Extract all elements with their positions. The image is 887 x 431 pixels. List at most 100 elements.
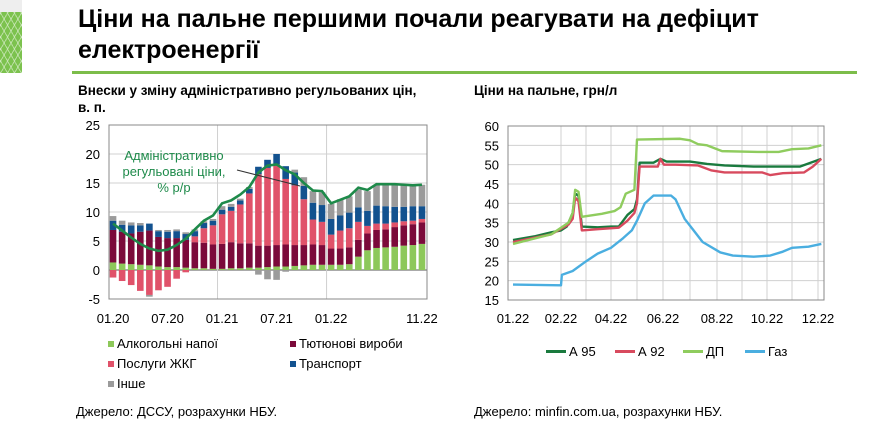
- bar-Послуги ЖКГ: [118, 270, 126, 282]
- bar-Алкогольні напої: [318, 264, 326, 270]
- bar-Інше: [236, 198, 244, 201]
- legend-swatch: [108, 360, 114, 367]
- bar-Алкогольні напої: [391, 246, 398, 270]
- right-line-chart: 15 20 25 30 35 40 45 50 55 60 01.22 02.22 04.22 06.22…: [485, 119, 835, 326]
- bar-Алкогольні напої: [345, 264, 353, 270]
- bar-Інше: [364, 191, 371, 211]
- plot-frame: [108, 124, 428, 300]
- bar-Алкогольні напої: [109, 262, 117, 270]
- bar-Алкогольні напої: [373, 247, 380, 270]
- bar-Транспорт: [218, 209, 226, 215]
- bar-Послуги ЖКГ: [236, 204, 244, 244]
- left-chart-subtitle: Внески у зміну адміністративно регульова…: [78, 82, 416, 116]
- bar-Алкогольні напої: [291, 265, 299, 270]
- bar-Алкогольні напої: [246, 267, 253, 270]
- bar-Послуги ЖКГ: [173, 270, 180, 279]
- left-subtitle-line2: в. п.: [78, 100, 106, 115]
- bar-Інше: [336, 199, 344, 216]
- legend-label: Тютюнові вироби: [299, 336, 403, 351]
- bar-Тютюнові вироби: [400, 225, 408, 246]
- bar-Тютюнові вироби: [164, 238, 171, 268]
- bar-Послуги ЖКГ: [137, 270, 144, 291]
- bar-Послуги ЖКГ: [218, 214, 226, 244]
- bar-Інше: [327, 203, 335, 219]
- bar-Транспорт: [209, 220, 217, 226]
- y-tick-label: 5: [93, 234, 100, 249]
- y-tick-label: 25: [86, 118, 100, 133]
- page-title: Ціни на пальне першими почали реагувати …: [78, 5, 759, 64]
- x-tick-label: 01.20: [97, 311, 130, 326]
- bar-Транспорт: [137, 225, 144, 232]
- bar-Тютюнові вироби: [118, 231, 126, 264]
- bar-Тютюнові вироби: [364, 233, 371, 251]
- bar-Тютюнові вироби: [236, 243, 244, 269]
- x-tick-label: 10.22: [751, 311, 784, 326]
- x-tick-label: 08.22: [701, 311, 734, 326]
- bar-Тютюнові вироби: [418, 222, 426, 244]
- bar-Інше: [309, 191, 317, 203]
- right-chart-subtitle: Ціни на пальне, грн/л: [474, 83, 618, 98]
- y-tick-label: -5: [88, 292, 100, 307]
- legend-item: Алкогольні напої: [108, 336, 218, 351]
- legend-item: Інше: [108, 376, 145, 391]
- bar-Послуги ЖКГ: [300, 199, 308, 246]
- bar-Послуги ЖКГ: [373, 223, 380, 230]
- legend-item: Послуги ЖКГ: [108, 356, 196, 371]
- bar-Послуги ЖКГ: [409, 220, 417, 225]
- bar-Алкогольні напої: [236, 268, 244, 270]
- bar-Транспорт: [127, 225, 135, 234]
- bar-Транспорт: [255, 166, 262, 175]
- bar-Послуги ЖКГ: [327, 234, 335, 249]
- legend-label: Газ: [768, 344, 788, 359]
- x-tick-label: 06.22: [647, 311, 680, 326]
- line-А 92: [512, 157, 823, 244]
- legend-swatch: [290, 340, 296, 347]
- y-tick-label: 35: [485, 216, 499, 231]
- bar-Інше: [155, 229, 162, 232]
- bar-Інше: [137, 223, 144, 226]
- bar-Транспорт: [300, 185, 308, 200]
- bar-Інше: [109, 216, 117, 221]
- legend-item: ДП: [683, 344, 724, 359]
- bar-Тютюнові вироби: [291, 245, 299, 266]
- bar-Інше: [391, 184, 398, 207]
- bar-Транспорт: [327, 218, 335, 235]
- bar-Алкогольні напої: [182, 267, 190, 270]
- bar-Інше: [355, 189, 362, 208]
- annotation-pointer: [236, 169, 301, 187]
- bar-Інше: [118, 220, 126, 225]
- legend-item: Тютюнові вироби: [290, 336, 403, 351]
- legend-item: Газ: [745, 344, 787, 359]
- bar-Алкогольні напої: [264, 267, 271, 270]
- bar-Інше: [291, 169, 299, 173]
- bar-Транспорт: [364, 210, 371, 226]
- line-Газ: [512, 194, 822, 287]
- bar-Алкогольні напої: [137, 264, 144, 270]
- bar-Транспорт: [173, 231, 180, 239]
- bar-Транспорт: [164, 231, 171, 239]
- left-subtitle-line1: Внески у зміну адміністративно регульова…: [78, 83, 417, 98]
- x-tick-label: 01.21: [206, 311, 239, 326]
- y-tick-label: 20: [86, 147, 100, 162]
- bar-Транспорт: [155, 231, 162, 237]
- bar-Послуги ЖКГ: [291, 185, 299, 246]
- bar-Алкогольні напої: [300, 265, 308, 270]
- bar-Алкогольні напої: [355, 256, 362, 270]
- bar-Транспорт: [309, 202, 317, 220]
- bar-Алкогольні напої: [227, 268, 235, 270]
- x-tick-label: 11.22: [406, 311, 438, 326]
- bar-Тютюнові вироби: [391, 227, 398, 247]
- bar-Послуги ЖКГ: [109, 270, 117, 278]
- bar-Транспорт: [264, 159, 271, 168]
- bar-Послуги ЖКГ: [336, 230, 344, 249]
- bar-Транспорт: [118, 224, 126, 232]
- bar-Тютюнові вироби: [209, 244, 217, 269]
- legend-label: Інше: [117, 376, 146, 391]
- legend-item: А 92: [615, 344, 665, 359]
- bar-Послуги ЖКГ: [282, 178, 289, 245]
- bar-Інше: [282, 270, 289, 272]
- bar-Тютюнові вироби: [382, 229, 389, 248]
- x-tick-label: 07.21: [260, 311, 293, 326]
- bar-Тютюнові вироби: [273, 245, 280, 267]
- x-tick-label: 04.22: [595, 311, 628, 326]
